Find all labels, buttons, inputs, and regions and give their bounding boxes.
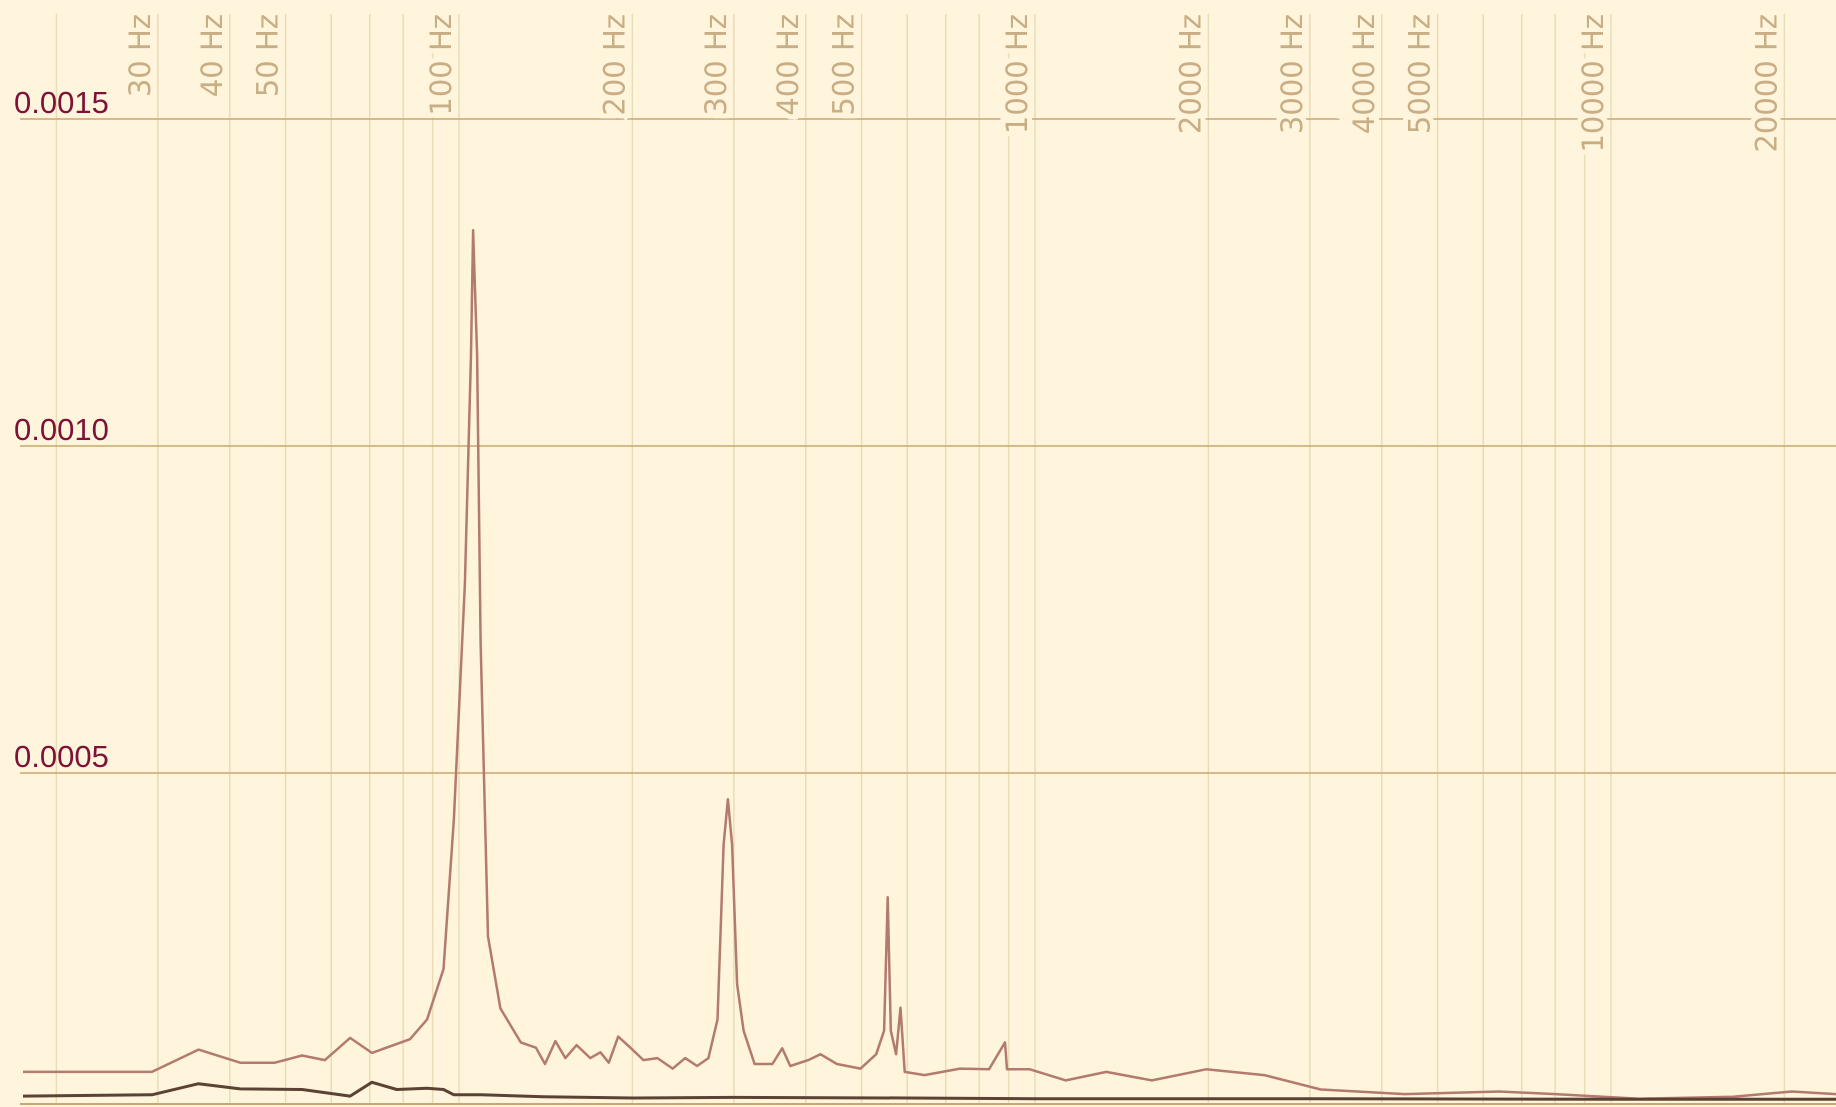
x-tick-label: 400 Hz <box>771 14 805 116</box>
x-tick-label: 10000 Hz <box>1576 14 1610 153</box>
x-tick-label: 2000 Hz <box>1173 14 1207 134</box>
series-line-1 <box>23 228 1836 1100</box>
series-group <box>22 228 1836 1101</box>
series-line-2 <box>22 1080 1836 1101</box>
y-tick-label: 0.0010 <box>14 412 109 447</box>
x-tick-label: 500 Hz <box>827 14 861 116</box>
x-tick-label: 300 Hz <box>699 14 733 116</box>
vertical-gridlines <box>55 14 1786 1104</box>
x-tick-label: 30 Hz <box>123 14 157 97</box>
x-tick-label: 5000 Hz <box>1403 14 1437 134</box>
y-tick-labels: 0.0005 0.0010 0.0015 <box>14 85 109 774</box>
y-tick-label: 0.0015 <box>14 85 109 120</box>
x-tick-labels: 30 Hz 40 Hz 50 Hz 100 Hz 200 Hz 300 Hz 400 Hz 5… <box>118 9 1789 158</box>
x-tick-label: 100 Hz <box>424 14 458 116</box>
x-tick-label: 40 Hz <box>195 14 229 97</box>
horizontal-gridlines <box>20 118 1836 1105</box>
x-tick-label: 4000 Hz <box>1347 14 1381 134</box>
x-tick-label: 1000 Hz <box>1000 14 1034 134</box>
x-tick-label: 3000 Hz <box>1275 14 1309 134</box>
x-tick-label: 20000 Hz <box>1749 14 1783 153</box>
y-tick-label: 0.0005 <box>14 739 109 774</box>
x-tick-label: 200 Hz <box>597 14 631 116</box>
x-tick-label: 50 Hz <box>251 14 285 97</box>
